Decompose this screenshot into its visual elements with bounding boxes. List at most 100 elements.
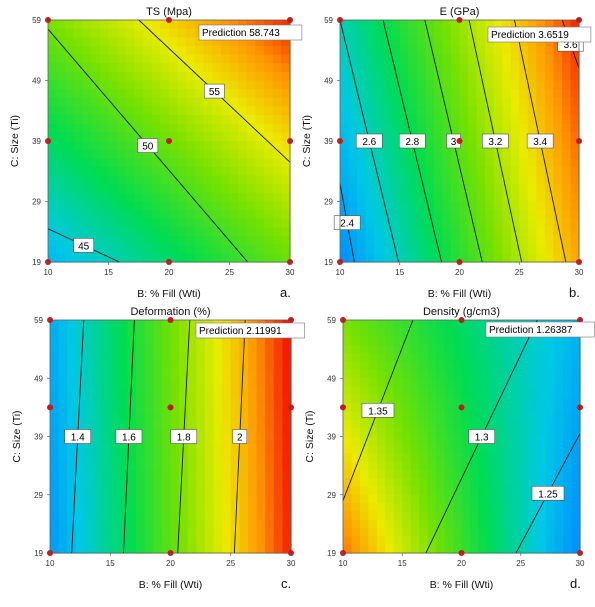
heatmap-cell <box>153 353 163 363</box>
heatmap-cell <box>536 89 546 99</box>
heatmap-cell <box>273 444 283 454</box>
heatmap-cell <box>213 453 223 463</box>
heatmap-cell <box>247 494 258 504</box>
heatmap-cell <box>359 344 369 354</box>
heatmap-cell <box>272 123 282 133</box>
heatmap-cell <box>187 478 197 488</box>
heatmap-cell <box>519 141 529 151</box>
heatmap-cell <box>213 536 223 546</box>
heatmap-cell <box>118 519 129 529</box>
heatmap-cell <box>246 106 257 116</box>
heatmap-cell <box>187 419 197 429</box>
heatmap-cell <box>99 115 110 125</box>
heatmap-cell <box>65 166 75 177</box>
heatmap-cell <box>256 394 266 404</box>
heatmap-cell <box>433 253 444 263</box>
heatmap-cell <box>230 461 240 471</box>
heatmap-cell <box>169 210 179 220</box>
heatmap-cell <box>368 353 378 363</box>
heatmap-cell <box>48 80 58 90</box>
heatmap-cell <box>91 97 101 108</box>
heatmap-cell <box>273 361 283 371</box>
heatmap-cell <box>408 71 418 82</box>
heatmap-cell <box>469 461 480 471</box>
heatmap-cell <box>486 503 496 512</box>
heatmap-cell <box>450 166 461 177</box>
heatmap-cell <box>56 184 66 194</box>
heatmap-cell <box>93 544 103 554</box>
heatmap-cell <box>416 149 426 159</box>
heatmap-cell <box>503 369 513 379</box>
heatmap-cell <box>186 97 196 108</box>
heatmap-cell <box>493 89 503 99</box>
heatmap-cell <box>82 175 92 185</box>
heatmap-cell <box>134 132 144 142</box>
heatmap-cell <box>444 444 454 454</box>
heatmap-cell <box>561 166 572 177</box>
heatmap-cell <box>65 20 75 30</box>
heatmap-cell <box>101 536 111 546</box>
heatmap-cell <box>282 478 292 488</box>
heatmap-cell <box>203 236 213 246</box>
heatmap-cell <box>125 63 136 73</box>
heatmap-cell <box>527 123 537 133</box>
heatmap-cell <box>281 63 291 73</box>
heatmap-cell <box>544 166 554 177</box>
heatmap-cell <box>110 394 120 404</box>
heatmap-cell <box>469 403 480 413</box>
heatmap-cell <box>399 63 409 73</box>
heatmap-cell <box>203 227 213 237</box>
heatmap-cell <box>433 192 444 203</box>
heatmap-cell <box>544 218 554 229</box>
heatmap-cell <box>461 369 471 379</box>
y-tick-label: 59 <box>34 316 43 325</box>
heatmap-cell <box>368 444 378 454</box>
heatmap-cell <box>546 361 556 371</box>
heatmap-cell <box>144 394 154 404</box>
heatmap-cell <box>194 80 205 90</box>
heatmap-cell <box>194 253 205 263</box>
heatmap-cell <box>461 403 471 413</box>
heatmap-cell <box>222 386 232 396</box>
heatmap-cell <box>179 411 189 421</box>
heatmap-cell <box>357 37 367 47</box>
heatmap-cell <box>495 519 505 529</box>
heatmap-cell <box>108 218 118 229</box>
heatmap-cell <box>537 444 547 454</box>
heatmap-cell <box>93 494 103 504</box>
heatmap-cell <box>459 236 469 246</box>
heatmap-cell <box>108 227 118 237</box>
heatmap-cell <box>282 436 292 446</box>
heatmap-cell <box>485 97 495 108</box>
heatmap-cell <box>99 158 110 168</box>
heatmap-cell <box>340 20 350 30</box>
heatmap-cell <box>570 227 580 237</box>
heatmap-cell <box>537 361 547 371</box>
heatmap-cell <box>436 478 446 488</box>
heatmap-cell <box>273 353 283 363</box>
heatmap-cell <box>58 394 68 404</box>
heatmap-cell <box>476 175 486 185</box>
heatmap-cell <box>255 158 265 168</box>
heatmap-cell <box>503 519 513 529</box>
heatmap-cell <box>365 28 375 38</box>
heatmap-cell <box>433 227 444 237</box>
heatmap-cell <box>478 419 488 429</box>
heatmap-cell <box>230 378 240 388</box>
heatmap-cell <box>255 132 265 142</box>
heatmap-cell <box>179 386 189 396</box>
heatmap-cell <box>238 141 248 151</box>
heatmap-cell <box>450 253 461 263</box>
heatmap-cell <box>536 115 546 125</box>
heatmap-cell <box>570 192 580 203</box>
heatmap-cell <box>391 210 401 220</box>
heatmap-cell <box>382 63 392 73</box>
heatmap-cell <box>416 192 426 203</box>
heatmap-cell <box>272 63 282 73</box>
heatmap-cell <box>391 97 401 108</box>
heatmap-cell <box>391 20 401 30</box>
heatmap-cell <box>453 469 463 479</box>
heatmap-cell <box>536 192 546 203</box>
heatmap-cell <box>544 227 554 237</box>
heatmap-cell <box>151 115 161 125</box>
